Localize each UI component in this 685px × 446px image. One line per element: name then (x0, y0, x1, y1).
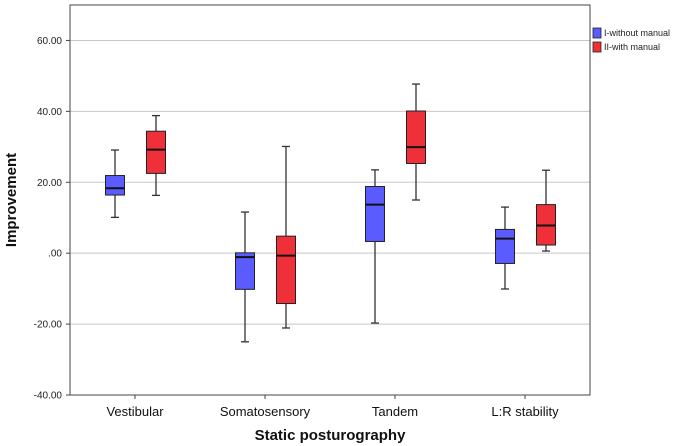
box-2-tandem (406, 83, 426, 201)
plot-frame (69, 4, 591, 396)
x-tick-label: Vestibular (106, 404, 164, 419)
box-1-somatosensory (235, 211, 255, 343)
box-iqr (495, 228, 515, 264)
y-tick-label: 60.00 (37, 36, 62, 47)
box-iqr (105, 175, 125, 196)
box-iqr (276, 235, 296, 305)
box-1-tandem (365, 169, 385, 324)
boxes (105, 83, 556, 343)
legend-label: II-with manual (604, 42, 660, 52)
legend: I-without manual II-with manual (592, 27, 670, 53)
box-iqr (146, 130, 166, 174)
legend-label: I-without manual (604, 28, 670, 38)
x-axis-title: Static posturography (255, 427, 407, 444)
legend-swatch (592, 41, 602, 53)
box-2-vestibular (146, 114, 166, 197)
box-1-vestibular (105, 149, 125, 219)
y-axis-title: Improvement (3, 153, 20, 247)
box-1-l-r-stability (495, 206, 515, 290)
y-tick-label: -20.00 (34, 320, 63, 331)
y-axis-ticks: 60.00 40.00 20.00 .00 -20.00 -40.00 (34, 36, 70, 402)
box-iqr (406, 110, 426, 164)
y-tick-label: .00 (48, 249, 62, 260)
x-axis-categories: Vestibular Somatosensory Tandem L:R stabili… (106, 395, 559, 419)
box-iqr (235, 252, 255, 290)
y-tick-label: -40.00 (34, 391, 63, 402)
gridlines (70, 39, 590, 325)
x-tick-label: Tandem (372, 404, 418, 419)
box-2-l-r-stability (536, 169, 556, 252)
box-iqr (365, 186, 385, 242)
x-tick-label: Somatosensory (220, 404, 311, 419)
box-2-somatosensory (276, 145, 296, 329)
y-tick-label: 40.00 (37, 107, 62, 118)
y-tick-label: 20.00 (37, 178, 62, 189)
x-tick-label: L:R stability (491, 404, 559, 419)
legend-swatch (592, 27, 602, 39)
